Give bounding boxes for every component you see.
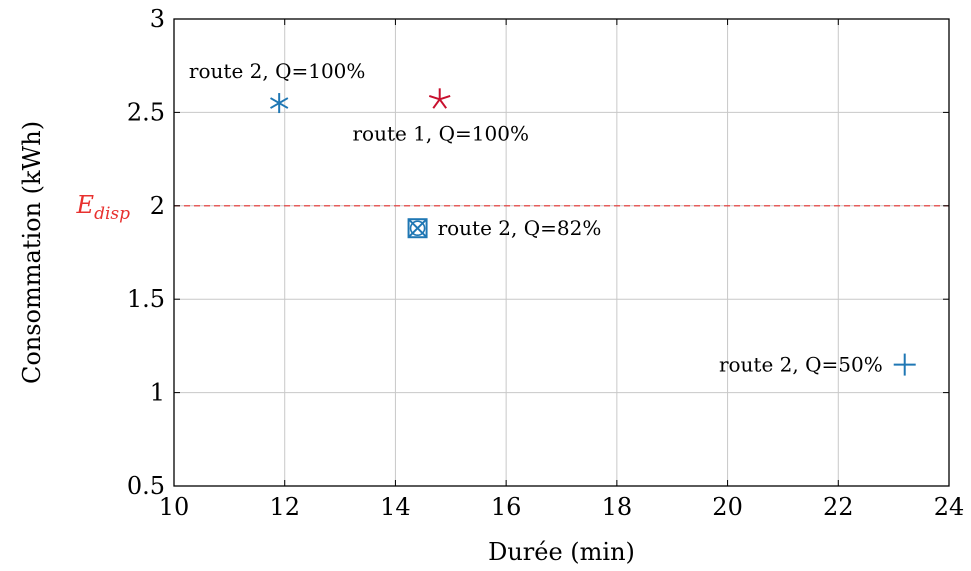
data-point-plus <box>893 353 916 376</box>
reference-line-label-main: E <box>76 191 95 219</box>
x-tick-label: 10 <box>159 493 190 521</box>
data-point-star <box>428 88 451 109</box>
y-tick-label: 2 <box>150 192 165 220</box>
point-label: route 2, Q=50% <box>719 353 883 377</box>
x-tick-label: 14 <box>380 493 411 521</box>
x-tick-label: 12 <box>269 493 300 521</box>
x-axis-label: Durée (min) <box>488 538 635 566</box>
y-axis-label: Consommation (kWh) <box>18 121 46 384</box>
data-point-asterisk <box>270 93 289 114</box>
x-tick-label: 22 <box>823 493 854 521</box>
y-axis-ticks: 0.5 1 1.5 2 2.5 3 <box>127 5 949 500</box>
y-tick-label: 1.5 <box>127 285 165 313</box>
x-axis-ticks: 10 12 14 16 18 20 22 24 <box>159 19 965 521</box>
x-tick-label: 20 <box>712 493 743 521</box>
point-label: route 1, Q=100% <box>352 121 528 145</box>
point-label: route 2, Q=82% <box>438 216 602 240</box>
y-tick-label: 0.5 <box>127 472 165 500</box>
y-tick-label: 3 <box>150 5 165 33</box>
reference-line-label-sub: disp <box>94 204 130 224</box>
point-label: route 2, Q=100% <box>189 59 365 83</box>
reference-line-label: Edisp <box>76 191 131 224</box>
y-tick-label: 2.5 <box>127 98 165 126</box>
x-tick-label: 16 <box>491 493 522 521</box>
data-points <box>270 88 916 376</box>
data-point-boxed-x <box>407 218 428 239</box>
point-annotations: route 2, Q=100% route 1, Q=100% route 2, Q… <box>189 59 883 377</box>
x-tick-label: 18 <box>602 493 633 521</box>
plot-frame <box>173 18 950 487</box>
y-tick-label: 1 <box>150 379 165 407</box>
grid <box>173 18 950 487</box>
x-tick-label: 24 <box>934 493 965 521</box>
